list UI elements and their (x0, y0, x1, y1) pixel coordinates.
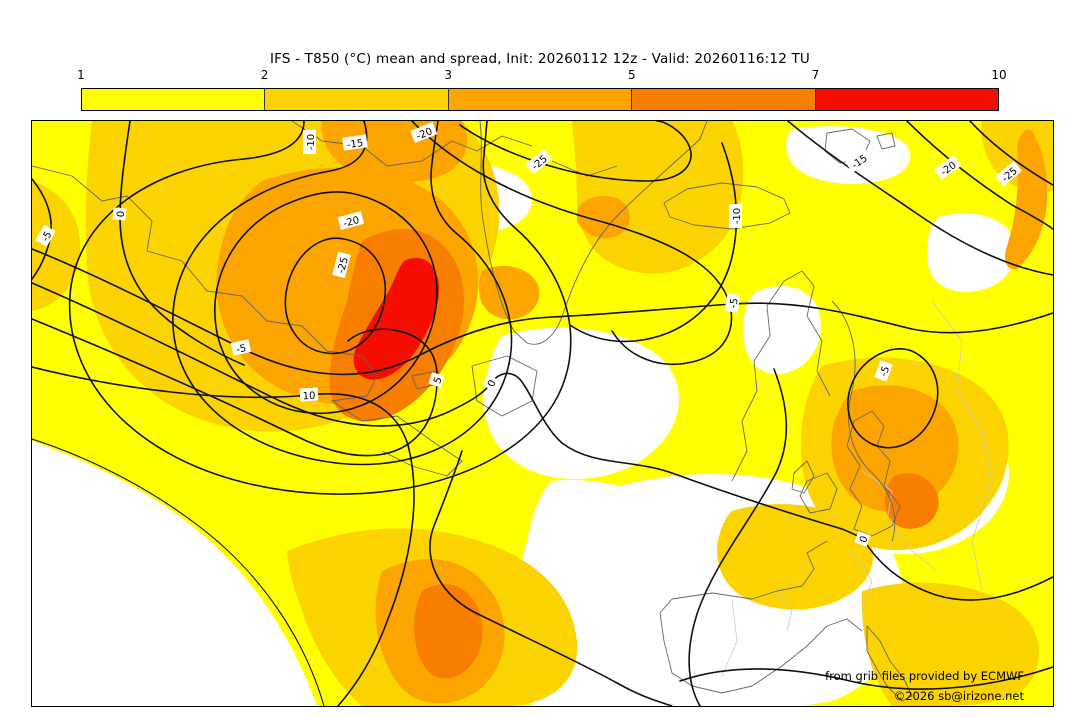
isotherm-plus15 (32, 438, 325, 706)
isotherm-minus5-closed-east (847, 348, 939, 449)
isotherm-minus20-closed (214, 191, 438, 415)
isotherm-zero-trough (32, 282, 1053, 601)
colorbar-tick: 5 (627, 68, 636, 82)
isotherm-label--5: -5 (230, 339, 252, 356)
isotherm-minus20-arctic (906, 121, 1053, 230)
isotherm-label--20: -20 (337, 211, 365, 230)
svg-text:10: 10 (302, 391, 315, 403)
isotherm-label--25: -25 (332, 251, 351, 279)
svg-text:-5: -5 (728, 297, 741, 309)
isotherm-label-0: 0 (854, 530, 871, 547)
svg-text:-25: -25 (336, 256, 351, 275)
isotherm-label-5: 5 (428, 372, 445, 388)
isotherm-labels-layer: -10 -15-20-25-20-25-15 -20 -25-10-5-50-5-50… (35, 122, 1023, 547)
credit-copyright: ©2026 sb@irizone.net (893, 689, 1024, 703)
isotherm-label--5: -5 (35, 224, 56, 247)
isotherm-plus5-hook (32, 318, 438, 457)
isotherm-label--5: -5 (724, 292, 741, 313)
map-svg: -10 -15-20-25-20-25-15 -20 -25-10-5-50-5-50… (32, 121, 1053, 706)
isotherm-label-0: 0 (482, 374, 499, 391)
isotherm-plus5-south (429, 450, 673, 706)
svg-text:0: 0 (116, 210, 128, 217)
svg-text:5: 5 (432, 376, 444, 385)
isotherm-europe-central (688, 368, 788, 706)
isotherm-minus15-arctic (787, 121, 1053, 276)
map-canvas: -10 -15 -20 -25 -20 -25 -15 -20 -25 -10 -5 -5 0 -5 -5 0… (31, 120, 1054, 707)
colorbar-segment-3 (631, 89, 815, 110)
colorbar-segment-4 (814, 89, 999, 110)
colorbar-tick: 2 (260, 68, 269, 82)
svg-text:0: 0 (858, 535, 871, 545)
isotherm-minus10-greenland (569, 142, 738, 343)
colorbar-tick: 1 (77, 68, 85, 82)
colorbar-tick: 3 (444, 68, 453, 82)
isotherm-contours-layer (32, 121, 1053, 706)
isotherm-minus15-west (172, 121, 513, 466)
page-title: IFS - T850 (°C) mean and spread, Init: 2… (269, 51, 811, 67)
isotherm-label--10: -10 (729, 204, 743, 228)
isotherm-label-0: 0 (112, 207, 128, 221)
isotherm-minus25-closed (284, 237, 386, 355)
isotherm-blacksea (679, 666, 1053, 690)
svg-text:-15: -15 (346, 138, 364, 151)
svg-text:-5: -5 (40, 230, 55, 244)
colorbar-segment-2 (447, 89, 632, 110)
svg-text:-5: -5 (235, 343, 247, 356)
colorbar-tick-labels: 1 2 3 5 7 10 (77, 68, 1006, 83)
isotherm-minus5-sweep (32, 248, 1053, 376)
colorbar-segment-0 (82, 89, 265, 110)
isotherm-minus20-baffin (411, 121, 733, 365)
svg-text:-10: -10 (732, 208, 743, 224)
isotherm-minus10-west (68, 121, 572, 495)
isotherm-plus10 (32, 366, 415, 706)
credit-source: from grib files provided by ECMWF (825, 669, 1024, 683)
isotherm-minus25-baffin (459, 121, 692, 182)
isotherm-zero-left (119, 121, 245, 366)
isotherm-label--10: -10 (303, 130, 317, 154)
svg-text:0: 0 (486, 378, 499, 388)
isotherm-minus25-arctic (969, 121, 1053, 186)
isotherm-label--5: -5 (874, 360, 893, 382)
svg-text:-20: -20 (342, 215, 361, 230)
colorbar-tick: 7 (811, 68, 820, 82)
svg-text:-5: -5 (879, 365, 893, 378)
isotherm-label--15: -15 (342, 134, 368, 151)
spread-colorbar (81, 88, 999, 111)
colorbar-tick: 10 (991, 68, 1007, 82)
colorbar-segment-1 (264, 89, 448, 110)
svg-text:-10: -10 (306, 134, 317, 150)
isotherm-label-10: 10 (299, 387, 319, 403)
spread-red-core (353, 257, 439, 380)
